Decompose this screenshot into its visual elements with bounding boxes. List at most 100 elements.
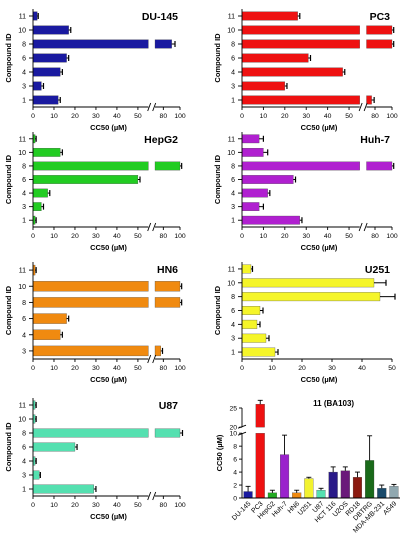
bar xyxy=(32,81,42,91)
bar xyxy=(241,264,252,274)
y-tick-label: 6 xyxy=(22,56,26,63)
bar xyxy=(241,81,285,91)
panel-hepg2: 1 3 4 6 8 10 11 0 10 20 30 40 50 80 100 CC50 (µM) Compou… xyxy=(4,132,186,252)
bar xyxy=(154,297,181,308)
x-tick-label: 50 xyxy=(134,113,142,120)
bar xyxy=(32,25,69,35)
x-tick-label: 0 xyxy=(31,113,35,120)
y-tick-label: 10 xyxy=(18,284,26,291)
x-tick-label: 10 xyxy=(50,502,58,509)
panel-title: 11 (BA103) xyxy=(313,399,354,408)
y-tick-label: 6 xyxy=(233,457,237,464)
bar xyxy=(241,67,343,77)
x-tick-label: 40 xyxy=(113,233,121,240)
x-tick-label: 0 xyxy=(240,365,244,372)
y-tick-label: 3 xyxy=(22,348,26,355)
bar xyxy=(32,281,149,292)
bar xyxy=(241,333,267,343)
y-tick-label: 8 xyxy=(231,163,235,170)
bar xyxy=(255,404,265,428)
bar xyxy=(267,492,277,499)
x-tick-label: 100 xyxy=(386,113,398,120)
x-tick-label: 100 xyxy=(174,502,186,509)
y-tick-label: 4 xyxy=(22,191,26,198)
x-tick-label: 10 xyxy=(50,365,58,372)
x-tick-label: 20 xyxy=(281,113,289,120)
x-tick-label: 0 xyxy=(240,233,244,240)
bar xyxy=(32,345,149,357)
y-tick-label: 1 xyxy=(22,218,26,225)
axis-break-mark xyxy=(152,222,157,232)
x-tick-label: 30 xyxy=(328,365,336,372)
y-tick-label: 8 xyxy=(22,300,26,307)
y-tick-label: 8 xyxy=(22,163,26,170)
y-tick-label: 1 xyxy=(22,487,26,494)
x-tick-label: A549 xyxy=(382,500,398,516)
axis-break-mark xyxy=(152,491,157,501)
bar xyxy=(32,67,61,77)
x-tick-label: 30 xyxy=(92,113,100,120)
panel-title: PC3 xyxy=(370,11,391,23)
bar xyxy=(366,95,372,105)
bar xyxy=(316,490,326,499)
x-axis-label: CC50 (µM) xyxy=(301,123,338,132)
axis-break-mark xyxy=(363,102,368,112)
y-tick-label: 4 xyxy=(231,322,235,329)
x-axis-label: CC50 (µM) xyxy=(90,375,127,384)
axis-break-mark xyxy=(152,354,157,364)
y-axis-label: Compound ID xyxy=(4,154,13,204)
y-tick-label: 25 xyxy=(229,406,237,413)
bar xyxy=(154,161,181,171)
y-tick-label: 8 xyxy=(231,294,235,301)
y-tick-label: 4 xyxy=(22,459,26,466)
axis-break-mark xyxy=(237,431,247,436)
panel-title: Huh-7 xyxy=(360,134,390,146)
bar xyxy=(255,433,265,499)
y-tick-label: 2 xyxy=(233,483,237,490)
bar xyxy=(32,484,94,494)
y-tick-label: 3 xyxy=(22,84,26,91)
bar xyxy=(340,470,350,499)
bar xyxy=(304,478,314,499)
bar xyxy=(366,39,393,49)
y-tick-label: 10 xyxy=(229,431,237,438)
bar xyxy=(389,486,399,499)
axis-break-mark xyxy=(147,102,152,112)
x-tick-label: 50 xyxy=(388,365,396,372)
x-axis-label: CC50 (µM) xyxy=(90,243,127,252)
y-tick-label: 3 xyxy=(231,336,235,343)
y-tick-label: 4 xyxy=(231,191,235,198)
y-tick-label: 11 xyxy=(19,14,26,21)
bar xyxy=(32,329,61,340)
y-tick-label: 3 xyxy=(231,204,235,211)
panel-title: HN6 xyxy=(157,264,178,276)
bar xyxy=(32,95,59,105)
bar xyxy=(241,161,360,171)
panel-u251: 1 3 4 6 8 10 11 0 10 20 30 40 50 CC50 (µM) Compound ID… xyxy=(213,262,396,384)
bar xyxy=(241,319,258,329)
x-tick-label: 40 xyxy=(324,113,332,120)
axis-break-mark xyxy=(147,354,152,364)
y-tick-label: 6 xyxy=(22,316,26,323)
bar xyxy=(377,488,387,499)
x-tick-label: 30 xyxy=(302,113,310,120)
bar xyxy=(366,161,393,171)
y-tick-label: 8 xyxy=(22,431,26,438)
y-tick-label: 1 xyxy=(231,218,235,225)
bar xyxy=(352,477,362,499)
y-tick-label: 6 xyxy=(231,177,235,184)
y-tick-label: 11 xyxy=(19,403,26,410)
y-tick-label: 10 xyxy=(18,150,26,157)
x-tick-label: 40 xyxy=(113,365,121,372)
bar xyxy=(241,347,276,357)
panel-huh-7: 1 3 4 6 8 10 11 0 10 20 30 40 50 80 100 CC50 (µM) Compou… xyxy=(213,132,398,252)
y-tick-label: 6 xyxy=(231,56,235,63)
bar xyxy=(292,492,302,499)
y-tick-label: 11 xyxy=(228,266,235,273)
axis-break-mark xyxy=(237,424,247,429)
bar xyxy=(241,292,381,302)
x-tick-label: 100 xyxy=(174,233,186,240)
y-tick-label: 8 xyxy=(22,42,26,49)
axis-break-mark xyxy=(363,222,368,232)
y-tick-label: 6 xyxy=(22,445,26,452)
